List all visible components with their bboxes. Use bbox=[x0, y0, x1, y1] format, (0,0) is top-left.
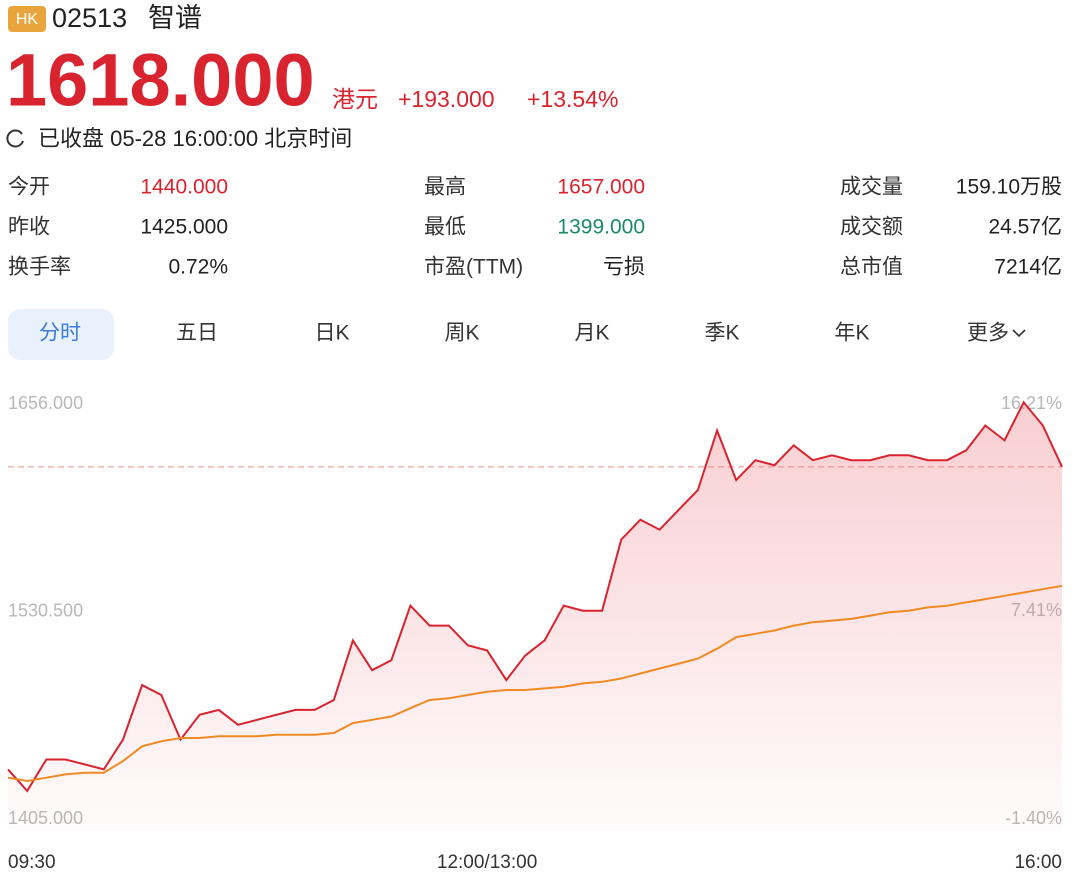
price: 1618.000 bbox=[6, 39, 315, 122]
tab[interactable]: 日K bbox=[314, 322, 349, 345]
stat-value: 0.72% bbox=[168, 256, 228, 279]
tab[interactable]: 季K bbox=[704, 322, 739, 345]
tab[interactable]: 分时 bbox=[39, 322, 81, 345]
change: +193.000 bbox=[398, 86, 495, 112]
more-chevron bbox=[1012, 329, 1026, 338]
stat-value: 159.10万股 bbox=[956, 176, 1062, 199]
y2-tick-label: 16.21% bbox=[1001, 393, 1062, 413]
price-line bbox=[7, 400, 1063, 793]
tab[interactable]: 更多 bbox=[967, 322, 1009, 345]
status: 已收盘 05-28 16:00:00 北京时间 bbox=[38, 126, 352, 151]
stat-label: 总市值 bbox=[840, 256, 903, 279]
tab[interactable]: 周K bbox=[444, 322, 479, 345]
stat-value: 亏损 bbox=[603, 256, 645, 279]
market: HK bbox=[16, 11, 39, 28]
y-tick-label: 1530.500 bbox=[8, 600, 83, 620]
x-tick-label: 12:00/13:00 bbox=[437, 852, 537, 873]
market-badge bbox=[8, 6, 46, 32]
currency: 港元 bbox=[332, 86, 378, 112]
stat-label: 换手率 bbox=[8, 256, 71, 279]
x-tick-label: 09:30 bbox=[8, 852, 56, 873]
stat-value: 1399.000 bbox=[557, 216, 645, 239]
change-pct: +13.54% bbox=[527, 86, 618, 112]
tab[interactable]: 年K bbox=[834, 322, 869, 345]
stat-value: 1657.000 bbox=[557, 176, 645, 199]
status-icon bbox=[6, 129, 24, 148]
stat-label: 昨收 bbox=[8, 216, 50, 239]
x-tick-label: 16:00 bbox=[1014, 852, 1062, 873]
stat-value: 1425.000 bbox=[140, 216, 228, 239]
tab[interactable]: 月K bbox=[574, 322, 609, 345]
average-line bbox=[7, 584, 1063, 783]
stat-value: 24.57亿 bbox=[988, 216, 1062, 239]
stat-label: 今开 bbox=[8, 176, 50, 199]
stat-value: 1440.000 bbox=[140, 176, 228, 199]
y-tick-label: 1656.000 bbox=[8, 393, 83, 413]
stat-label: 成交额 bbox=[840, 216, 903, 239]
stock-name: 智谱 bbox=[148, 3, 202, 33]
stat-label: 市盈(TTM) bbox=[424, 256, 523, 279]
active-tab-bg bbox=[8, 309, 114, 360]
code: 02513 bbox=[52, 3, 127, 33]
stat-value: 7214亿 bbox=[994, 256, 1062, 279]
tab[interactable]: 五日 bbox=[176, 322, 218, 345]
price-area bbox=[8, 402, 1062, 831]
stat-label: 成交量 bbox=[840, 176, 903, 199]
stat-label: 最高 bbox=[424, 176, 466, 199]
stat-label: 最低 bbox=[424, 216, 466, 239]
